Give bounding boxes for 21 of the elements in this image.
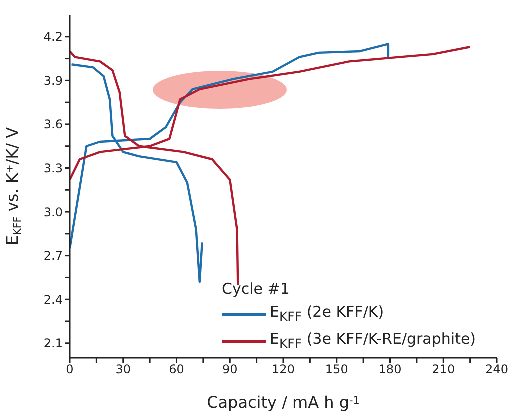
x-tick-label: 0 — [66, 362, 74, 377]
x-axis-title: Capacity / mA h g$^{-1}$ — [207, 393, 360, 412]
y-tick-label: 3.9 — [44, 74, 63, 88]
x-tick-label: 30 — [116, 362, 132, 377]
y-tick-label: 3.0 — [44, 205, 63, 220]
x-tick-label: 60 — [169, 362, 184, 377]
y-tick-label: 3.3 — [44, 162, 63, 176]
y-tick-label: 2.4 — [44, 292, 63, 307]
x-tick-label: 240 — [486, 362, 508, 377]
y-tick-label: 2.1 — [44, 336, 63, 351]
legend-title: Cycle #1 — [222, 279, 291, 300]
y-tick-label: 2.7 — [44, 249, 63, 264]
x-tick-label: 120 — [272, 362, 295, 377]
x-tick-label: 210 — [432, 362, 456, 377]
x-tick-label: 180 — [378, 362, 402, 377]
legend-label: E$_{KFF}$ (2e KFF/K) — [270, 302, 384, 326]
y-tick-label: 3.6 — [44, 118, 63, 132]
x-tick-label: 90 — [222, 362, 238, 377]
x-tick-label: 150 — [325, 362, 348, 377]
legend-label: E$_{KFF}$ (3e KFF/K-RE/graphite) — [270, 329, 476, 353]
y-tick-label: 4.2 — [44, 30, 63, 44]
